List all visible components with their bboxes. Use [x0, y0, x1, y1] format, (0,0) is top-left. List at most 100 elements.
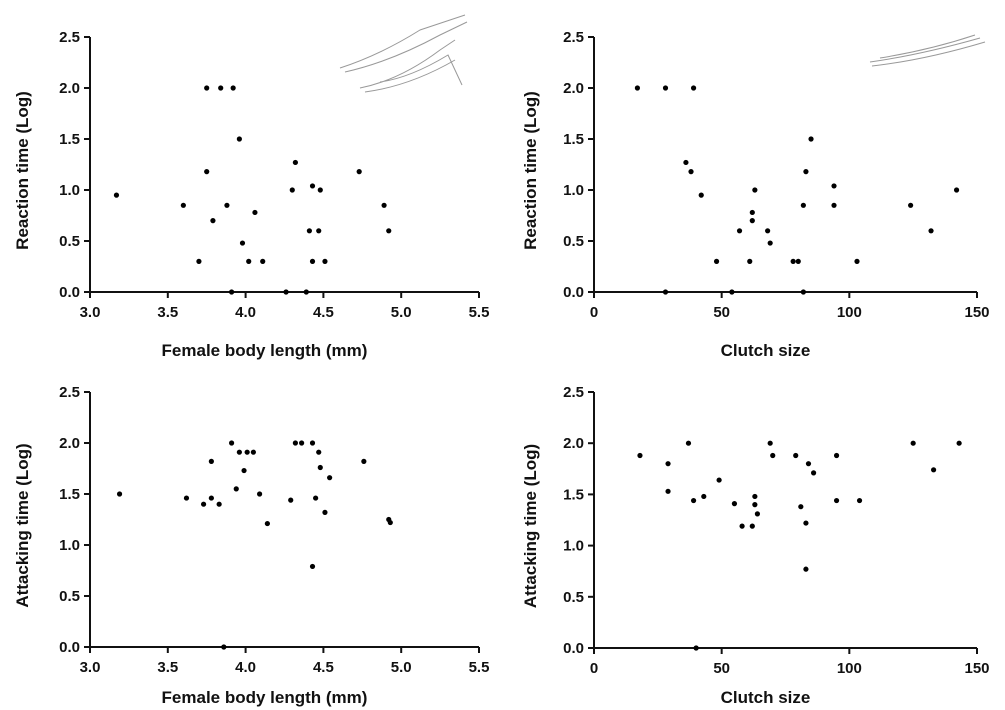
point [833, 497, 840, 504]
y-tick-label: 1.5 [563, 131, 584, 148]
point [224, 202, 230, 208]
x-axis-title: Female body length (mm) [162, 341, 368, 360]
point [250, 449, 256, 455]
x-tick-label: 50 [713, 660, 730, 677]
point [803, 566, 809, 572]
x-axis-title: Female body length (mm) [162, 688, 368, 707]
point [698, 192, 704, 198]
point [854, 258, 860, 264]
x-tick-label: 100 [837, 304, 862, 321]
y-tick-label: 2.0 [59, 435, 80, 452]
x-tick-label: 0 [590, 304, 598, 321]
point [257, 491, 263, 497]
point [634, 85, 641, 91]
point [928, 228, 934, 234]
y-tick-label: 1.0 [563, 538, 584, 555]
point [803, 169, 809, 175]
y-tick-label: 0.5 [59, 588, 80, 605]
point [288, 497, 294, 503]
point [685, 440, 692, 446]
point [210, 218, 216, 224]
point [665, 461, 671, 467]
y-tick-label: 1.5 [563, 486, 584, 503]
point [752, 502, 758, 508]
point [313, 495, 319, 501]
point [228, 440, 235, 446]
point [908, 202, 914, 208]
y-axis-title: Attacking time (Log) [521, 444, 540, 608]
x-tick-label: 3.0 [80, 304, 101, 321]
point [798, 504, 804, 510]
point [327, 475, 333, 481]
point [299, 440, 305, 446]
point [790, 258, 796, 264]
y-tick-label: 0.0 [59, 639, 80, 656]
point [221, 644, 227, 650]
point [754, 511, 761, 517]
y-axis-title: Attacking time (Log) [13, 443, 32, 607]
y-axis-title: Reaction time (Log) [13, 91, 32, 250]
point [810, 470, 817, 476]
point [795, 258, 801, 264]
point [856, 497, 863, 504]
point [765, 228, 771, 234]
point [808, 136, 814, 142]
point [693, 645, 699, 651]
point [246, 258, 252, 264]
point [736, 228, 743, 234]
point [316, 449, 322, 455]
y-axis-title: Reaction time (Log) [521, 91, 540, 250]
y-tick-label: 2.0 [563, 80, 584, 97]
point [230, 85, 236, 91]
point [244, 449, 250, 455]
point [662, 289, 669, 295]
point [316, 228, 322, 234]
point [387, 519, 393, 526]
y-tick-label: 0.5 [563, 589, 584, 606]
point [322, 509, 328, 515]
point [233, 486, 239, 492]
point [361, 458, 367, 464]
point [713, 258, 720, 264]
point [292, 440, 298, 446]
x-tick-label: 3.0 [80, 659, 101, 676]
point [196, 258, 202, 264]
point [749, 218, 755, 224]
point [731, 501, 738, 507]
point [770, 452, 776, 459]
point [204, 169, 210, 175]
point [690, 85, 697, 91]
point [637, 452, 643, 459]
point [767, 240, 773, 246]
point [930, 467, 937, 473]
x-axis-title: Clutch size [721, 688, 811, 707]
point [665, 488, 671, 494]
point [356, 169, 362, 175]
point [752, 493, 758, 500]
y-tick-label: 1.5 [59, 486, 80, 503]
y-tick-label: 1.5 [59, 131, 80, 148]
x-tick-label: 5.5 [469, 659, 490, 676]
insect-sketch [339, 14, 986, 93]
point [690, 497, 697, 504]
point [322, 258, 328, 264]
point [283, 289, 289, 295]
point [752, 187, 758, 193]
y-tick-label: 1.0 [59, 182, 80, 199]
point [306, 228, 312, 234]
point [208, 495, 214, 501]
point [381, 202, 387, 208]
x-tick-label: 3.5 [157, 659, 178, 676]
y-tick-label: 1.0 [563, 182, 584, 199]
x-tick-label: 4.5 [313, 304, 334, 321]
point [180, 202, 186, 208]
y-tick-label: 2.0 [59, 80, 80, 97]
point [239, 240, 246, 246]
point [309, 183, 316, 189]
point [236, 136, 242, 142]
point [183, 495, 190, 501]
y-tick-label: 0.5 [59, 233, 80, 250]
point [688, 169, 694, 175]
x-tick-label: 150 [964, 304, 989, 321]
